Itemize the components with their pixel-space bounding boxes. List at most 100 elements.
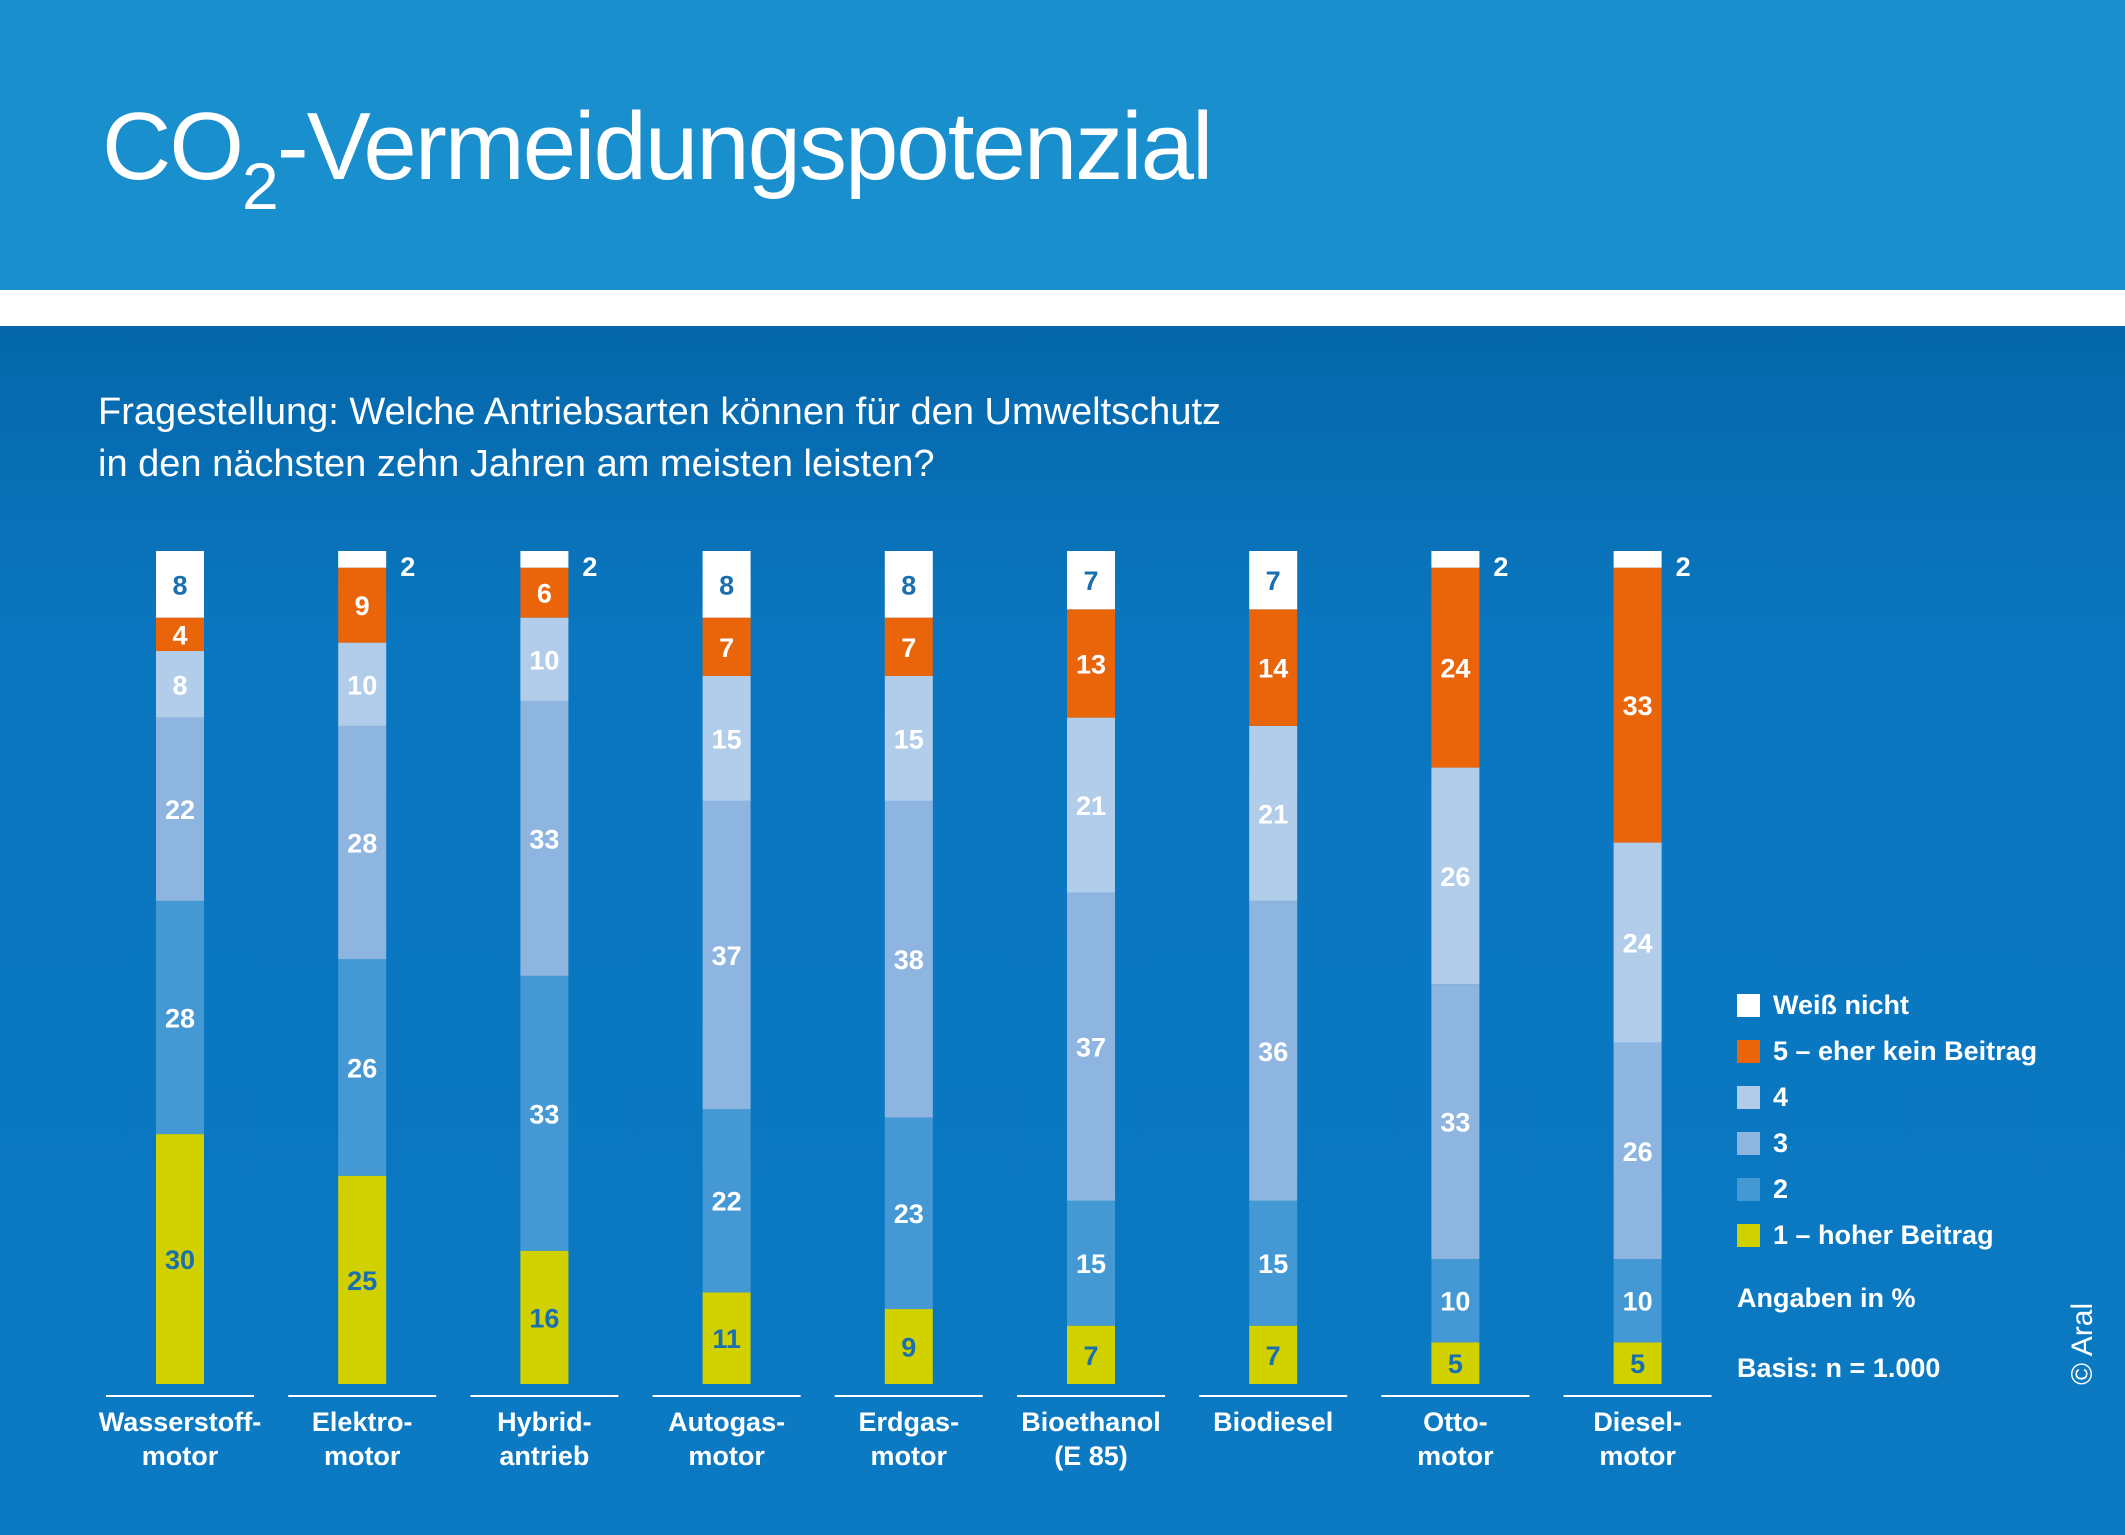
category-label: motor bbox=[1417, 1441, 1494, 1471]
bar-segment bbox=[1067, 892, 1115, 1201]
data-label: 21 bbox=[1076, 791, 1106, 821]
data-label: 15 bbox=[894, 724, 924, 754]
data-label: 22 bbox=[712, 1187, 742, 1217]
category-label: Erdgas- bbox=[859, 1407, 960, 1437]
category-axis-line bbox=[834, 1395, 983, 1397]
data-label: 15 bbox=[1258, 1249, 1288, 1279]
category-label: antrieb bbox=[499, 1441, 589, 1471]
bar-segment bbox=[884, 675, 933, 801]
data-label: 26 bbox=[1623, 1137, 1653, 1167]
legend-label: 3 bbox=[1773, 1128, 1789, 1158]
data-label: 37 bbox=[712, 941, 742, 971]
bar-segment bbox=[1249, 609, 1298, 726]
unit-note: Angaben in % bbox=[1737, 1283, 1916, 1313]
title-prefix: CO bbox=[102, 93, 244, 200]
bar-segment bbox=[1613, 567, 1662, 843]
category-axis-line bbox=[1563, 1395, 1712, 1397]
data-label: 38 bbox=[894, 945, 924, 975]
data-label: 24 bbox=[1440, 654, 1470, 684]
bar-segment bbox=[884, 617, 933, 676]
data-label: 15 bbox=[712, 724, 742, 754]
data-label: 8 bbox=[172, 670, 187, 700]
bar-segment bbox=[156, 717, 204, 901]
bar-segment bbox=[1431, 551, 1480, 568]
bar-segment bbox=[1249, 900, 1298, 1201]
bar-segment bbox=[1249, 725, 1298, 901]
data-label: 8 bbox=[719, 570, 734, 600]
data-label: 10 bbox=[1623, 1287, 1653, 1317]
bar-segment bbox=[156, 617, 204, 651]
category-label: Bioethanol bbox=[1021, 1407, 1161, 1437]
data-label: 15 bbox=[1076, 1249, 1106, 1279]
legend-label: 2 bbox=[1773, 1174, 1789, 1204]
bar-segment bbox=[1431, 984, 1480, 1260]
data-label: 7 bbox=[1266, 1341, 1281, 1371]
bar-segment bbox=[1431, 767, 1480, 985]
data-label: 2 bbox=[1493, 552, 1508, 582]
bar-segment bbox=[338, 567, 387, 643]
category-label: (E 85) bbox=[1054, 1441, 1128, 1471]
data-label: 33 bbox=[529, 1099, 559, 1129]
bar-segment bbox=[884, 800, 933, 1118]
basis-note: Basis: n = 1.000 bbox=[1737, 1353, 1941, 1383]
bar-segment bbox=[1249, 551, 1298, 610]
bar-segment bbox=[702, 1292, 751, 1384]
bar-segment bbox=[338, 1175, 387, 1384]
bar-segment bbox=[338, 959, 387, 1176]
bar-segment bbox=[1249, 1200, 1298, 1326]
legend-item: 3 bbox=[1737, 1120, 2097, 1166]
legend-swatch bbox=[1737, 1178, 1760, 1201]
bar-segment bbox=[156, 1134, 204, 1384]
bar-segment bbox=[156, 551, 204, 618]
data-label: 8 bbox=[172, 570, 187, 600]
data-label: 26 bbox=[1440, 862, 1470, 892]
data-label: 2 bbox=[400, 552, 415, 582]
data-label: 11 bbox=[712, 1324, 741, 1354]
data-label: 37 bbox=[1076, 1033, 1106, 1063]
bar-segment bbox=[520, 551, 569, 568]
category-label: Diesel- bbox=[1593, 1407, 1682, 1437]
data-label: 10 bbox=[529, 645, 559, 675]
category-axis-line bbox=[288, 1395, 437, 1397]
bar-segment bbox=[1249, 1325, 1298, 1384]
category-label: Autogas- bbox=[668, 1407, 785, 1437]
bar-segment bbox=[1067, 1200, 1115, 1326]
bar-segment bbox=[702, 800, 751, 1110]
data-label: 8 bbox=[901, 570, 916, 600]
bar-segment bbox=[1613, 1042, 1662, 1260]
legend-item: 5 – eher kein Beitrag bbox=[1737, 1028, 2097, 1074]
bar-segment bbox=[520, 567, 569, 618]
copyright-notice: © Aral bbox=[2066, 1302, 2099, 1385]
category-label: motor bbox=[142, 1441, 219, 1471]
data-label: 7 bbox=[1083, 566, 1098, 596]
legend-item: 4 bbox=[1737, 1074, 2097, 1120]
bar-segment bbox=[884, 1309, 933, 1384]
category-label: motor bbox=[1599, 1441, 1676, 1471]
category-label: motor bbox=[324, 1441, 401, 1471]
bar-segment bbox=[702, 551, 751, 618]
legend-label: Weiß nicht bbox=[1773, 990, 1910, 1020]
category-label: Otto- bbox=[1423, 1407, 1487, 1437]
header-banner: CO2-Vermeidungspotenzial bbox=[0, 0, 2125, 290]
bar-segment bbox=[884, 551, 933, 618]
data-label: 26 bbox=[347, 1053, 377, 1083]
bar-segment bbox=[338, 725, 387, 960]
bar-segment bbox=[702, 617, 751, 676]
legend-swatch bbox=[1737, 1132, 1760, 1155]
data-label: 28 bbox=[165, 1003, 195, 1033]
bar-segment bbox=[702, 675, 751, 801]
legend-label: 4 bbox=[1773, 1082, 1789, 1112]
data-label: 30 bbox=[165, 1245, 195, 1275]
bar-segment bbox=[1067, 717, 1115, 893]
bar-segment bbox=[1613, 1342, 1662, 1384]
bar-segment bbox=[520, 1250, 569, 1384]
category-axis-line bbox=[652, 1395, 801, 1397]
category-label: Elektro- bbox=[312, 1407, 413, 1437]
legend-label: 5 – eher kein Beitrag bbox=[1773, 1036, 2038, 1066]
data-label: 33 bbox=[1440, 1108, 1470, 1138]
category-axis-line bbox=[1381, 1395, 1530, 1397]
legend-item: 2 bbox=[1737, 1166, 2097, 1212]
data-label: 13 bbox=[1076, 649, 1106, 679]
data-label: 33 bbox=[1623, 691, 1653, 721]
